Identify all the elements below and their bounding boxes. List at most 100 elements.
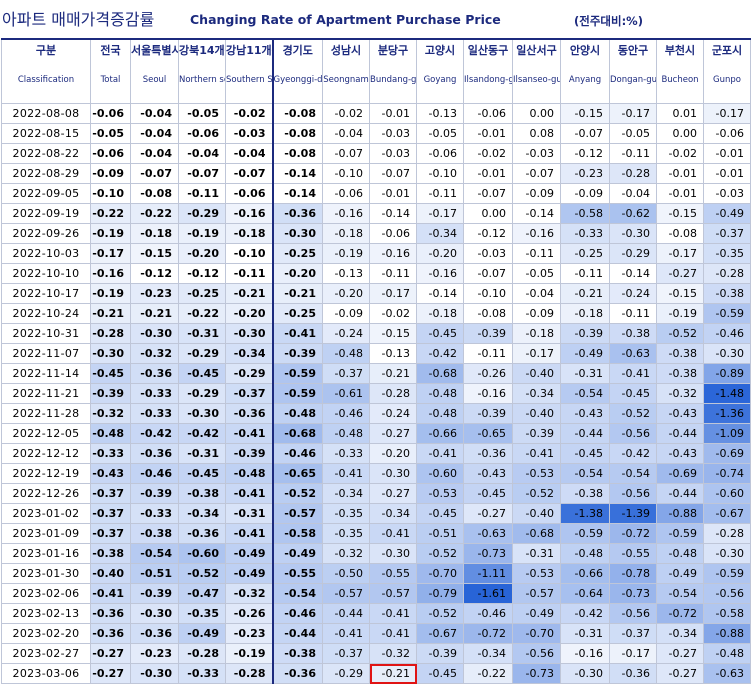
table-cell: -0.32 [225,583,273,604]
title-korean: 아파트 매매가격증감률 [2,10,155,29]
table-cell: -0.58 [271,523,323,544]
table-cell: -0.29 [225,363,273,384]
table-cell: -0.44 [560,423,610,444]
table-cell: 0.00 [656,123,704,144]
row-date: 2022-12-26 [1,483,91,504]
table-cell: -0.41 [369,603,417,624]
table-cell: -0.09 [512,183,561,204]
table-cell: -0.68 [512,523,561,544]
table-cell: -0.63 [463,523,513,544]
row-date: 2023-01-16 [1,543,91,564]
table-cell: -0.44 [656,423,704,444]
column-header-korean: 전국 [100,44,121,57]
table-cell: -0.19 [178,223,226,244]
table-cell: -0.41 [416,443,464,464]
column-header-korean: 구분 [35,44,57,57]
column-header-english: Bucheon [661,75,699,85]
table-cell: -0.16 [225,203,273,224]
table-cell: -0.45 [90,363,131,384]
column-header-korean: 고양시 [424,44,456,57]
table-cell: -0.42 [560,603,610,624]
table-cell: -0.74 [703,463,751,484]
table-cell: -0.21 [369,363,417,384]
table-cell: -0.12 [560,143,610,164]
table-cell: -0.34 [416,223,464,244]
table-cell: -0.06 [225,183,273,204]
table-cell: -0.11 [369,263,417,284]
row-date: 2022-11-14 [1,363,91,384]
table-cell: -0.07 [322,143,370,164]
table-cell: -0.73 [609,583,657,604]
column-header-english: Seongnam [323,75,369,85]
table-cell: -0.38 [656,363,704,384]
table-cell: -0.69 [656,463,704,484]
table-cell: -0.28 [609,163,657,184]
header-row: 구분 Classification 전국 Total 서울특별시 Seoul 강북14개구 N… [1,38,751,104]
table-cell: -0.70 [512,623,561,644]
table-cell: -0.57 [369,583,417,604]
table-cell: -0.40 [512,363,561,384]
table-cell: -0.35 [178,603,226,624]
table-cell: -0.07 [512,163,561,184]
table-cell: -0.89 [703,363,751,384]
table-cell: -0.48 [560,543,610,564]
table-cell: -0.01 [656,183,704,204]
column-header-english: Anyang [568,75,602,85]
table-cell: -0.05 [512,263,561,284]
table-row: 2022-08-29 -0.09 -0.07 -0.07 -0.07 -0.14 -0.10… [1,163,751,184]
table-cell: -0.22 [178,303,226,324]
table-cell: -0.50 [322,563,370,584]
table-cell: -0.18 [130,223,179,244]
table-cell: -0.06 [463,103,513,124]
table-cell: -0.46 [130,463,179,484]
price-change-table: 구분 Classification 전국 Total 서울특별시 Seoul 강북14개구 N… [1,38,751,684]
table-cell: -0.52 [416,543,464,564]
table-cell: -0.34 [463,643,513,664]
table-cell: -0.52 [656,323,704,344]
table-cell: -0.10 [416,163,464,184]
table-cell: -0.36 [271,203,323,224]
table-cell: -0.03 [369,143,417,164]
table-cell: -0.19 [90,283,131,304]
table-cell: -0.14 [416,283,464,304]
table-cell: -0.08 [463,303,513,324]
table-cell: -0.58 [703,603,751,624]
table-cell: -0.21 [90,303,131,324]
table-cell: -0.21 [560,283,610,304]
table-cell: -0.09 [512,303,561,324]
table-cell: -0.32 [90,403,131,424]
table-cell: -0.35 [322,503,370,524]
table-cell: -0.41 [322,463,370,484]
column-header: 강북14개구 Northern seoul [178,38,226,104]
row-date: 2022-12-05 [1,423,91,444]
table-cell: -0.08 [130,183,179,204]
table-cell: -0.22 [463,663,513,684]
table-cell: -0.30 [90,343,131,364]
table-cell: -0.49 [271,543,323,564]
table-cell: -0.30 [225,323,273,344]
table-cell: -0.72 [463,623,513,644]
row-date: 2022-11-28 [1,403,91,424]
table-cell: -0.52 [271,483,323,504]
table-cell: -0.10 [322,163,370,184]
table-row: 2023-02-27 -0.27 -0.23 -0.28 -0.19 -0.38 -0.37… [1,643,751,664]
table-cell: -0.04 [130,123,179,144]
table-cell: -0.41 [271,323,323,344]
table-cell: -0.45 [416,323,464,344]
table-cell: -0.38 [130,523,179,544]
table-cell: -1.38 [560,503,610,524]
table-cell: -0.31 [560,363,610,384]
table-cell: -0.15 [369,323,417,344]
table-cell: -0.35 [322,523,370,544]
table-cell: -0.18 [322,223,370,244]
table-row: 2022-12-19 -0.43 -0.46 -0.45 -0.48 -0.65 -0.41… [1,463,751,484]
table-cell: -0.37 [90,483,131,504]
table-cell: -0.29 [322,663,370,684]
table-cell: -0.36 [130,623,179,644]
table-cell: -0.30 [271,223,323,244]
table-cell: -0.08 [271,103,323,124]
table-cell: -0.33 [178,663,226,684]
table-cell: -0.78 [609,563,657,584]
column-header-korean: 강남11개구 [226,44,272,57]
table-cell: -0.39 [560,323,610,344]
